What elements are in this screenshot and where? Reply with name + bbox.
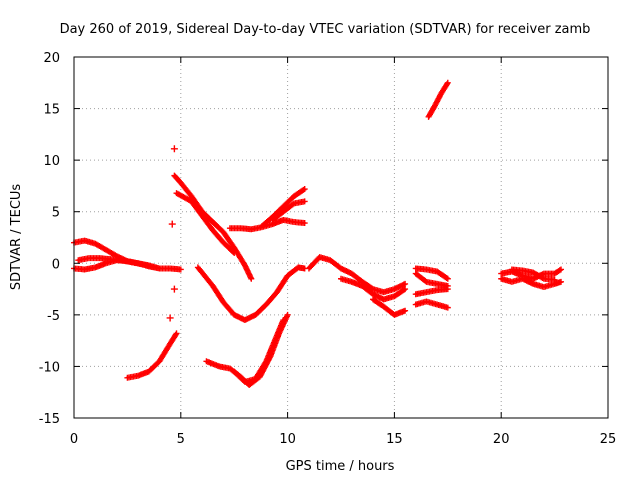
x-tick-label: 10: [279, 432, 296, 447]
data-point: [402, 280, 409, 287]
data-point: [168, 220, 176, 228]
x-tick-label: 5: [177, 432, 185, 447]
data-point: [444, 304, 451, 311]
data-points: [71, 79, 565, 388]
data-point: [172, 331, 179, 338]
chart-title: Day 260 of 2019, Sidereal Day-to-day VTE…: [60, 22, 591, 37]
series-arc-4: [124, 330, 180, 381]
data-point: [402, 307, 409, 314]
series-arc-3: [75, 255, 146, 268]
data-point: [556, 267, 563, 274]
x-tick-label: 25: [600, 432, 617, 447]
data-point: [301, 220, 308, 227]
y-tick-label: -5: [47, 309, 60, 324]
series-arc-17: [412, 270, 451, 289]
series-arc-15: [370, 296, 409, 318]
series-arc-23: [508, 266, 558, 283]
series-arc-12: [269, 198, 308, 223]
series-arc-19: [412, 298, 451, 311]
data-point: [156, 265, 163, 272]
grid: [74, 57, 608, 418]
y-tick-label: 10: [43, 154, 60, 169]
series-arc-7: [194, 264, 308, 324]
y-tick-label: 5: [52, 206, 60, 221]
data-point: [177, 266, 184, 273]
series-arc-10: [226, 216, 308, 233]
data-point: [166, 314, 174, 322]
series-arc-20: [425, 79, 451, 120]
x-tick-label: 20: [493, 432, 510, 447]
data-point: [551, 276, 558, 283]
data-point: [444, 275, 451, 282]
data-point: [230, 248, 237, 255]
series-arc-9: [231, 317, 287, 385]
x-axis-label: GPS time / hours: [286, 459, 395, 474]
data-point: [173, 330, 180, 337]
data-point: [558, 278, 565, 285]
data-point: [170, 145, 178, 153]
data-point: [301, 198, 308, 205]
series-arc-13: [305, 254, 409, 296]
series-isolated: [166, 145, 178, 322]
axis-ticks: 0 5 10 15 20 25 -15 -10 -5 0 5 10 15 20: [39, 51, 617, 447]
plot-frame: [73, 56, 609, 419]
y-tick-label: 20: [43, 51, 60, 66]
y-axis-label: SDTVAR / TECUs: [9, 184, 24, 291]
data-point: [284, 311, 291, 318]
series-arc-8: [203, 311, 291, 388]
data-point: [558, 266, 565, 273]
series-arc-6: [173, 190, 238, 256]
data-point: [402, 286, 409, 293]
data-point: [170, 285, 178, 293]
data-point: [289, 201, 296, 208]
data-point: [422, 277, 429, 284]
data-point: [139, 261, 146, 268]
y-tick-label: -10: [39, 360, 60, 375]
data-point: [248, 275, 255, 282]
data-point: [444, 79, 451, 86]
data-point: [443, 274, 450, 281]
series-arc-16: [412, 265, 451, 282]
data-point: [301, 186, 308, 193]
data-point: [400, 286, 407, 293]
y-tick-label: -15: [39, 412, 60, 427]
x-tick-label: 0: [70, 432, 78, 447]
y-tick-label: 0: [52, 257, 60, 272]
series-arc-18: [412, 286, 451, 298]
data-point: [280, 317, 287, 324]
data-point: [444, 286, 451, 293]
data-point: [443, 81, 450, 88]
data-point: [231, 249, 238, 256]
y-tick-label: 15: [43, 103, 60, 118]
x-tick-label: 15: [386, 432, 403, 447]
series-arc-14: [338, 275, 409, 303]
data-point: [300, 186, 307, 193]
data-point: [368, 285, 375, 292]
